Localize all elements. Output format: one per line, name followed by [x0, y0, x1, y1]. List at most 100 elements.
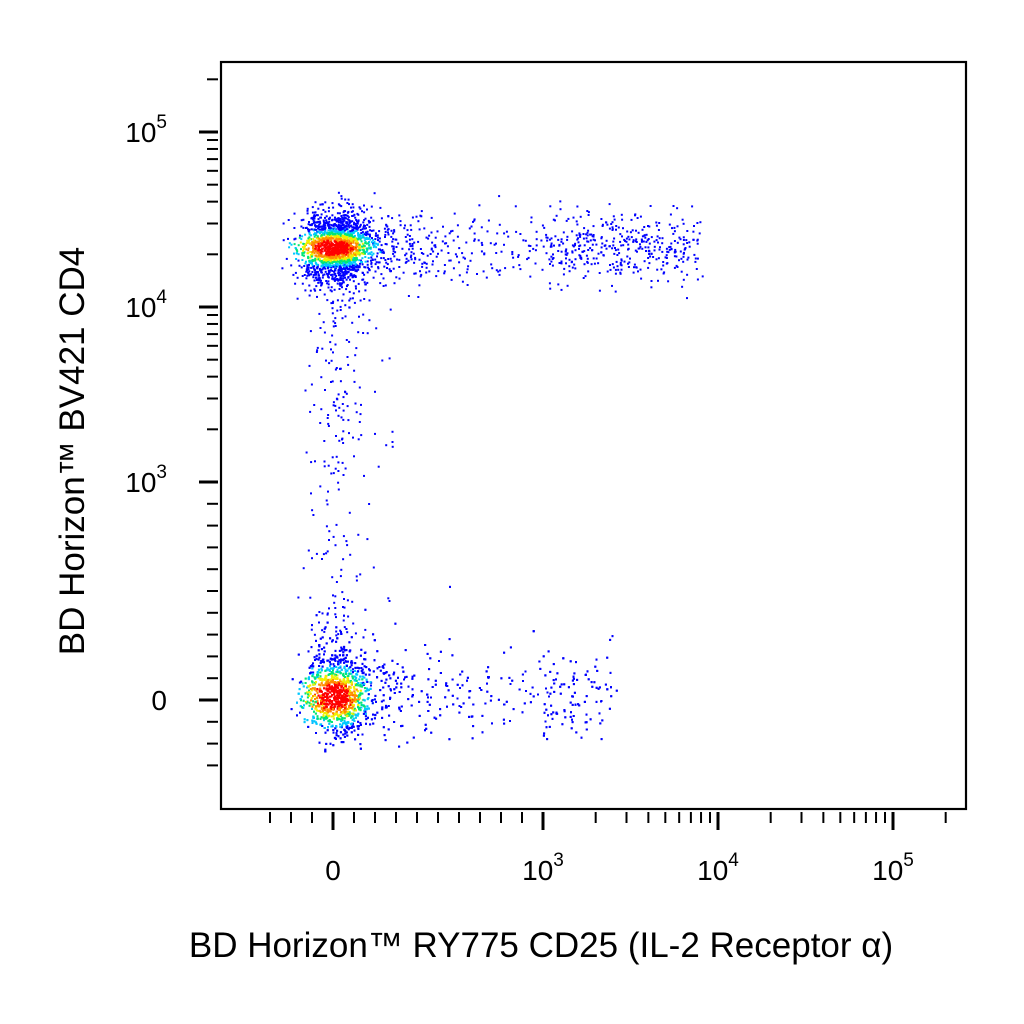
event-dot	[387, 258, 390, 260]
event-dot	[570, 261, 573, 264]
event-dot	[290, 243, 293, 246]
event-dot	[397, 676, 399, 679]
event-dot	[316, 700, 319, 703]
event-dot	[305, 277, 308, 280]
event-dot	[307, 247, 310, 250]
event-dot	[673, 226, 676, 229]
event-dot	[548, 282, 551, 285]
event-dot	[290, 264, 293, 267]
event-dot	[418, 258, 421, 261]
event-dot	[296, 276, 299, 279]
event-dot	[562, 231, 565, 234]
event-dot	[317, 245, 320, 248]
event-dot	[354, 242, 357, 245]
event-dot	[318, 267, 321, 270]
event-dot	[321, 255, 324, 258]
event-dot	[503, 722, 506, 725]
event-dot	[367, 219, 370, 222]
event-dot	[308, 263, 310, 266]
event-dot	[295, 249, 298, 252]
event-dot	[649, 205, 652, 207]
event-dot	[329, 243, 332, 246]
event-dot	[529, 275, 532, 278]
event-dot	[545, 708, 548, 711]
event-dot	[587, 211, 590, 214]
event-dot	[541, 268, 544, 271]
event-dot	[336, 232, 339, 234]
event-dot	[345, 266, 348, 269]
event-dot	[650, 252, 653, 255]
event-dot	[379, 689, 382, 692]
event-dot	[365, 238, 368, 241]
event-dot	[377, 243, 380, 246]
event-dot	[321, 225, 324, 228]
event-dot	[344, 210, 347, 213]
event-dot	[310, 224, 313, 227]
event-dot	[601, 223, 604, 226]
event-dot	[699, 221, 702, 224]
event-dot	[549, 287, 552, 290]
event-dot	[309, 224, 312, 227]
event-dot	[367, 693, 370, 696]
event-dot	[377, 239, 379, 242]
event-dot	[578, 234, 581, 236]
event-dot	[366, 263, 369, 266]
event-dot	[312, 695, 314, 698]
event-dot	[560, 683, 563, 686]
event-dot	[464, 257, 466, 260]
event-dot	[392, 238, 395, 241]
event-dot	[632, 240, 635, 243]
event-dot	[316, 241, 319, 244]
event-dot	[314, 225, 317, 228]
event-dot	[325, 252, 328, 255]
event-dot	[624, 240, 627, 242]
event-dot	[342, 214, 345, 217]
event-dot	[346, 251, 349, 254]
event-dot	[312, 250, 315, 252]
event-dot	[426, 254, 429, 257]
event-dot	[495, 242, 497, 245]
event-dot	[405, 252, 408, 255]
event-dot	[345, 249, 348, 252]
event-dot	[356, 242, 359, 245]
event-dot	[545, 236, 548, 239]
event-dot	[337, 269, 340, 272]
event-dot	[321, 227, 324, 230]
event-dot	[653, 249, 656, 252]
event-dot	[326, 237, 329, 240]
event-dot	[575, 661, 577, 664]
event-dot	[351, 275, 354, 278]
event-dot	[338, 702, 341, 705]
event-dot	[315, 232, 318, 235]
event-dot	[373, 242, 376, 245]
event-dot	[608, 707, 611, 710]
event-dot	[557, 250, 560, 252]
event-dot	[327, 682, 330, 685]
event-dot	[576, 205, 579, 208]
event-dot	[363, 676, 366, 679]
event-dot	[344, 217, 347, 219]
event-dot	[434, 236, 437, 239]
event-dot	[330, 236, 333, 239]
event-dot	[328, 234, 331, 237]
event-dot	[368, 221, 371, 224]
event-dot	[681, 218, 684, 221]
event-dot	[385, 704, 387, 707]
event-dot	[365, 234, 368, 236]
event-dot	[366, 247, 368, 250]
event-dot	[370, 205, 373, 208]
event-dot	[338, 255, 341, 258]
event-dot	[316, 715, 319, 718]
event-dot	[357, 232, 360, 235]
event-dot	[309, 289, 312, 292]
event-dot	[500, 250, 503, 253]
event-dot	[302, 242, 305, 245]
event-dot	[337, 274, 340, 277]
event-dot	[330, 239, 333, 242]
event-dot	[346, 679, 349, 682]
event-dot	[629, 257, 631, 260]
event-dot	[508, 676, 511, 679]
event-dot	[358, 252, 361, 255]
event-dot	[327, 703, 330, 706]
event-dot	[318, 741, 321, 744]
